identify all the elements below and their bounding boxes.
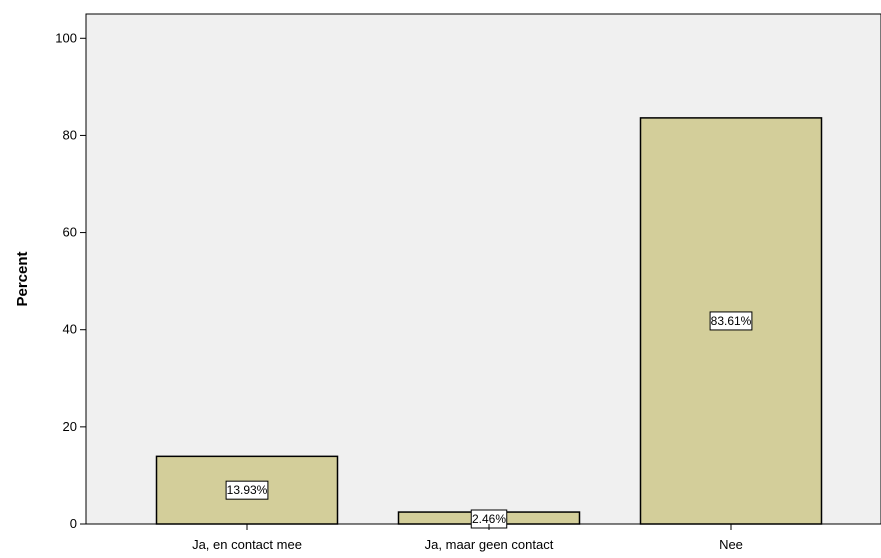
- y-tick-label: 0: [70, 516, 77, 531]
- y-tick-label: 60: [63, 225, 77, 240]
- data-label: 2.46%: [472, 512, 506, 526]
- x-axis: Ja, en contact mee Ja, maar geen contact N…: [192, 524, 743, 552]
- data-label-box: [709, 311, 753, 331]
- x-tick-label: Ja, en contact mee: [192, 537, 302, 552]
- y-axis-title: Percent: [14, 251, 31, 306]
- data-label-box: [225, 480, 269, 500]
- y-tick-label: 80: [63, 127, 77, 142]
- y-tick-label: 100: [55, 30, 77, 45]
- y-axis: 0 20 40 60 80 100: [55, 30, 86, 531]
- bars-layer: 13.93% 2.46% 83.61%: [155, 117, 823, 529]
- x-tick-label: Nee: [719, 537, 743, 552]
- y-tick-label: 40: [63, 322, 77, 337]
- data-label: 13.93%: [227, 483, 268, 497]
- data-label: 83.61%: [711, 314, 752, 328]
- x-tick-label: Ja, maar geen contact: [425, 537, 554, 552]
- y-tick-label: 20: [63, 419, 77, 434]
